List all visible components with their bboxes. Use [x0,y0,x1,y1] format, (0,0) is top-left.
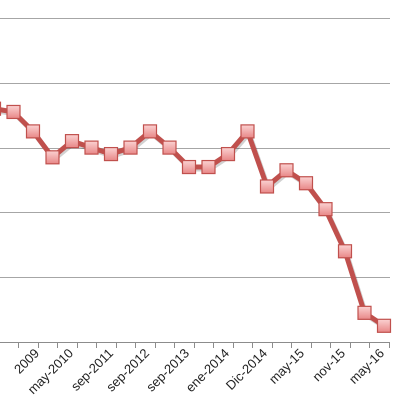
data-point-marker [6,104,21,120]
x-tick-labels: 2009may-2010sep-2011sep-2012sep-2013ene-… [11,346,387,397]
data-point-marker [298,176,314,191]
data-point-marker [376,318,392,333]
x-tick-label: 2009 [11,346,42,377]
data-point-marker [25,124,41,139]
series-line-path [0,107,386,328]
data-point-marker [123,140,138,155]
x-tick-label: nov-15 [309,346,348,385]
data-point-marker [259,179,275,194]
data-point-marker [318,202,333,217]
x-axis [0,342,390,348]
data-point-marker [201,159,216,175]
x-tick-label: may-15 [266,346,307,387]
x-tick-label: Dic-2014 [223,346,270,393]
data-point-marker [357,305,372,320]
data-point-marker [45,150,60,165]
data-point-marker [279,163,294,178]
data-markers [0,101,392,333]
data-point-marker [337,244,353,259]
gridlines [0,18,390,278]
data-point-marker [220,146,236,162]
series-line [0,107,387,330]
data-point-marker [240,124,255,139]
data-point-marker [64,134,80,149]
data-point-marker [103,146,119,162]
data-point-marker [84,140,99,155]
data-point-marker [0,101,2,116]
data-point-marker [142,124,158,139]
x-tick-label: may-16 [346,346,387,387]
x-tick-label: ene-2014 [183,346,232,395]
data-point-marker [181,159,197,175]
data-point-marker [162,140,177,155]
